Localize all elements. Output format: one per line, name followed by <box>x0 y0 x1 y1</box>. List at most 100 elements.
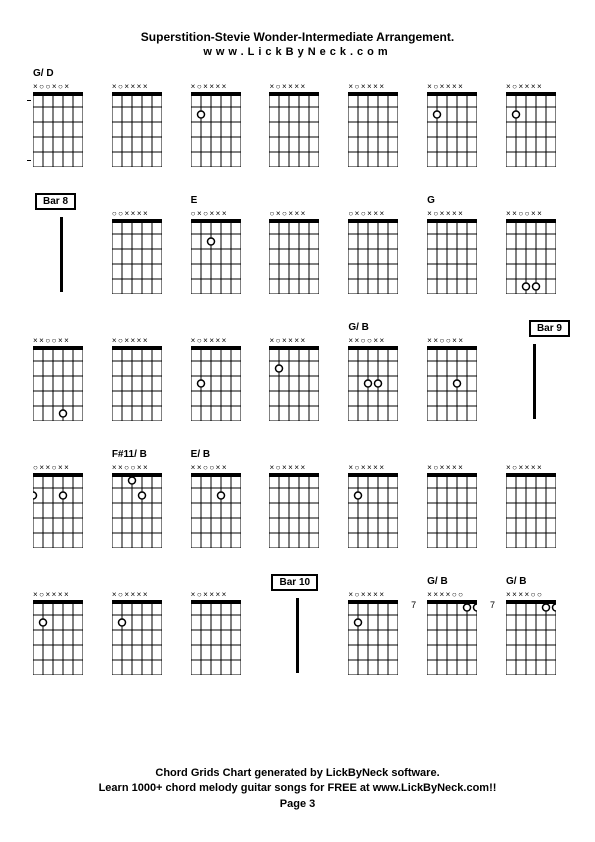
chord-label: E/ B <box>191 449 210 460</box>
chord-diagram <box>427 600 477 675</box>
chord-diagram <box>506 219 556 294</box>
side-tick <box>27 100 31 101</box>
nut-marks: ××○○×× <box>348 336 385 345</box>
chord-cell: ×○×××× <box>25 578 97 683</box>
chord-diagram <box>269 473 319 548</box>
chord-cell: E/ B ××○○×× <box>183 451 255 556</box>
chord-cell: ×○×××× <box>340 578 412 683</box>
side-tick <box>27 160 31 161</box>
chord-row: G/ D×○○×○× ×○×××× ×○×××× ×○×××× ×○×××× ×○××××… <box>25 70 570 175</box>
chord-diagram <box>269 92 319 167</box>
footer-line-1: Chord Grids Chart generated by LickByNec… <box>0 766 595 781</box>
chord-diagram <box>191 346 241 421</box>
page-subtitle: www.LickByNeck.com <box>0 46 595 58</box>
chord-cell: Bar 10 <box>261 578 333 683</box>
nut-marks: ×○×××× <box>33 590 70 599</box>
nut-marks: ××○○×× <box>506 209 543 218</box>
chord-label: G/ B <box>348 322 369 333</box>
chord-diagram <box>348 92 398 167</box>
chord-cell: ×○×××× <box>104 324 176 429</box>
bar-divider <box>60 217 63 292</box>
chord-diagram <box>427 92 477 167</box>
chord-diagram <box>33 92 83 167</box>
chord-cell: E○×○××× <box>183 197 255 302</box>
page-footer: Chord Grids Chart generated by LickByNec… <box>0 766 595 812</box>
fret-number: 7 <box>490 600 495 610</box>
chord-cell: ×○×××× <box>419 70 491 175</box>
nut-marks: ×○×××× <box>191 590 228 599</box>
nut-marks: ×○×××× <box>269 82 306 91</box>
chord-diagram <box>348 219 398 294</box>
chord-cell: F#11/ B××○○×× <box>104 451 176 556</box>
chord-cell: ×○×××× <box>261 451 333 556</box>
nut-marks: ×○×××× <box>269 463 306 472</box>
chord-diagram <box>33 600 83 675</box>
nut-marks: ××○○×× <box>191 463 228 472</box>
chord-label: F#11/ B <box>112 449 147 460</box>
chord-row: ××○○×× ×○×××× ×○×××× ×○×××× G/ B ××○○×× ××○○××… <box>25 324 570 429</box>
chord-cell: ○×○××× <box>261 197 333 302</box>
chord-diagram <box>191 219 241 294</box>
chord-cell: ○○×××× <box>104 197 176 302</box>
chord-cell: ×○×××× <box>498 70 570 175</box>
chord-cell: ×○×××× <box>261 70 333 175</box>
chord-diagram <box>348 346 398 421</box>
chord-diagram <box>112 92 162 167</box>
chord-diagram <box>427 219 477 294</box>
chord-diagram <box>112 600 162 675</box>
chord-grid-container: G/ D×○○×○× ×○×××× ×○×××× ×○×××× ×○×××× ×○××××… <box>25 70 570 705</box>
nut-marks: ×○×××× <box>348 82 385 91</box>
chord-cell: ××○○×× <box>25 324 97 429</box>
chord-cell: Bar 8 <box>25 197 97 302</box>
nut-marks: ××○○×× <box>33 336 70 345</box>
chord-diagram <box>348 473 398 548</box>
nut-marks: ×○×××× <box>191 336 228 345</box>
nut-marks: ○○×××× <box>112 209 149 218</box>
nut-marks: ×○×××× <box>427 82 464 91</box>
nut-marks: ×○×××× <box>112 336 149 345</box>
nut-marks: ×○×××× <box>269 336 306 345</box>
chord-cell: ○××○×× <box>25 451 97 556</box>
nut-marks: ××××○○ <box>506 590 543 599</box>
chord-diagram <box>33 473 83 548</box>
chord-row: ×○×××××○×××××○××××Bar 10×○××××G/ B××××○○… <box>25 578 570 683</box>
chord-cell: G/ B××××○○7 <box>419 578 491 683</box>
nut-marks: ×○×××× <box>348 590 385 599</box>
chord-cell: ×○×××× <box>183 578 255 683</box>
nut-marks: ○×○××× <box>348 209 385 218</box>
chord-diagram <box>427 346 477 421</box>
chord-cell: ○×○××× <box>340 197 412 302</box>
footer-line-2: Learn 1000+ chord melody guitar songs fo… <box>0 781 595 796</box>
chord-diagram <box>191 600 241 675</box>
chord-diagram <box>427 473 477 548</box>
chord-cell: ×○×××× <box>340 451 412 556</box>
chord-diagram <box>506 473 556 548</box>
nut-marks: ×○×××× <box>112 82 149 91</box>
chord-cell: ×○×××× <box>498 451 570 556</box>
chord-diagram <box>269 219 319 294</box>
chord-diagram <box>191 473 241 548</box>
footer-page-number: Page 3 <box>0 797 595 812</box>
chord-diagram <box>506 600 556 675</box>
chord-label: G <box>427 195 435 206</box>
nut-marks: ○×○××× <box>191 209 228 218</box>
nut-marks: ○××○×× <box>33 463 70 472</box>
chord-cell: ×○×××× <box>183 70 255 175</box>
chord-label: G/ D <box>33 68 54 79</box>
nut-marks: ××○○×× <box>427 336 464 345</box>
chord-diagram <box>112 346 162 421</box>
nut-marks: ×○×××× <box>506 82 543 91</box>
nut-marks: ×○×××× <box>427 463 464 472</box>
fret-number: 7 <box>411 600 416 610</box>
bar-label: Bar 8 <box>35 193 76 210</box>
nut-marks: ×○×××× <box>191 82 228 91</box>
bar-divider <box>296 598 299 673</box>
nut-marks: ×○×××× <box>506 463 543 472</box>
chord-label: G/ B <box>506 576 527 587</box>
chord-cell: G/ B ××○○×× <box>340 324 412 429</box>
chord-cell: Bar 9 <box>498 324 570 429</box>
chord-cell: ×○×××× <box>104 578 176 683</box>
chord-cell: G/ D×○○×○× <box>25 70 97 175</box>
chord-cell: G×○×××× <box>419 197 491 302</box>
page-title: Superstition-Stevie Wonder-Intermediate … <box>0 0 595 44</box>
